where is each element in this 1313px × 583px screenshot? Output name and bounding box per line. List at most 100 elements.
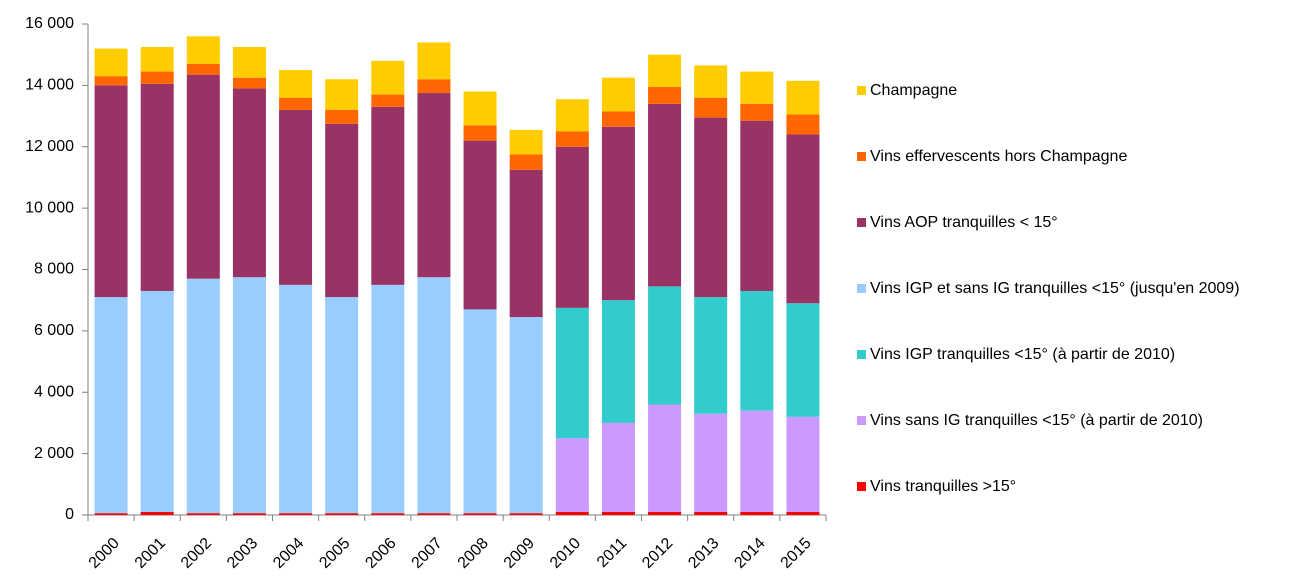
bar-segment xyxy=(601,111,635,127)
bar-segment xyxy=(555,438,589,512)
x-tick-label: 2005 xyxy=(316,535,353,572)
bar-segment xyxy=(786,416,820,512)
bar-segment xyxy=(601,77,635,112)
bar-segment xyxy=(186,278,220,514)
x-tick-label: 2004 xyxy=(270,535,307,572)
bar-segment xyxy=(509,169,543,318)
bar-segment xyxy=(232,277,266,514)
legend-label: Vins tranquilles >15° xyxy=(870,478,1016,495)
legend-label: Vins AOP tranquilles < 15° xyxy=(870,214,1058,231)
bar-segment xyxy=(463,309,497,514)
bar-segment xyxy=(555,99,589,132)
legend-label: Champagne xyxy=(870,82,957,99)
bar-segment xyxy=(555,307,589,439)
bar-segment xyxy=(325,79,359,110)
bar-segment xyxy=(140,290,174,512)
legend-swatch xyxy=(857,284,866,293)
bar-segment xyxy=(601,300,635,423)
bar-segment xyxy=(786,80,820,115)
bar-segment xyxy=(740,410,774,512)
bar-segment xyxy=(94,297,128,514)
bar-segment xyxy=(186,74,220,279)
bar-segment xyxy=(463,140,497,310)
bar-segment xyxy=(463,91,497,126)
bar-segment xyxy=(740,120,774,291)
bar-segment xyxy=(555,131,589,147)
bar-segment xyxy=(279,284,313,514)
bar-segment xyxy=(417,42,451,80)
legend-swatch xyxy=(857,350,866,359)
bar-segment xyxy=(417,93,451,278)
y-tick-label: 10 000 xyxy=(25,199,74,216)
legend-swatch xyxy=(857,416,866,425)
bar-segment xyxy=(648,103,682,287)
bar-segment xyxy=(94,85,128,298)
bar-segment xyxy=(325,297,359,514)
bar-segment xyxy=(417,513,451,515)
bar-segment xyxy=(232,88,266,278)
bar-segment xyxy=(325,109,359,124)
bar-segment xyxy=(463,513,497,515)
x-tick-label: 2007 xyxy=(409,535,446,572)
bar-segment xyxy=(232,47,266,78)
bar-segment xyxy=(740,290,774,411)
bar-segment xyxy=(279,109,313,285)
x-tick-label: 2009 xyxy=(501,535,538,572)
bar-segment xyxy=(140,47,174,72)
bar-segment xyxy=(786,134,820,304)
y-tick-label: 2 000 xyxy=(34,445,74,462)
y-tick-label: 0 xyxy=(65,506,74,523)
bar-segment xyxy=(509,317,543,514)
bar-segment xyxy=(232,513,266,515)
bar-segment xyxy=(509,129,543,155)
bar-segment xyxy=(694,117,728,298)
legend-label: Vins IGP tranquilles <15° (à partir de 2… xyxy=(870,346,1175,363)
y-tick-label: 8 000 xyxy=(34,261,74,278)
bar-segment xyxy=(94,513,128,515)
bar-segment xyxy=(463,125,497,141)
bar-segment xyxy=(371,106,405,285)
bar-segment xyxy=(694,65,728,98)
bar-segment xyxy=(648,86,682,104)
bar-segment xyxy=(94,76,128,86)
bar-segment xyxy=(694,97,728,118)
x-tick-label: 2006 xyxy=(362,535,399,572)
bar-segment xyxy=(140,83,174,291)
x-tick-label: 2002 xyxy=(178,535,215,572)
bar-segment xyxy=(509,154,543,170)
bar-segment xyxy=(740,71,774,104)
bar-segment xyxy=(232,77,266,89)
bar-segment xyxy=(279,513,313,515)
x-tick-label: 2000 xyxy=(86,535,123,572)
legend-swatch xyxy=(857,152,866,161)
bar-segment xyxy=(601,422,635,512)
legend-label: Vins sans IG tranquilles <15° (à partir … xyxy=(870,412,1203,429)
bar-segment xyxy=(417,277,451,514)
bar-segment xyxy=(371,513,405,515)
y-tick-label: 6 000 xyxy=(34,322,74,339)
bar-segment xyxy=(371,284,405,514)
bar-segment xyxy=(740,103,774,121)
bar-segment xyxy=(648,286,682,405)
legend-swatch xyxy=(857,482,866,491)
x-tick-label: 2012 xyxy=(639,535,676,572)
bar-segment xyxy=(555,511,589,515)
x-tick-label: 2010 xyxy=(547,535,584,572)
bar-segment xyxy=(325,123,359,298)
bar-segment xyxy=(186,513,220,515)
legend-swatch xyxy=(857,218,866,227)
legend-swatch xyxy=(857,86,866,95)
bar-segment xyxy=(371,94,405,107)
bar-segment xyxy=(648,54,682,87)
bar-segment xyxy=(417,79,451,94)
x-tick-label: 2001 xyxy=(132,535,169,572)
x-tick-label: 2003 xyxy=(224,535,261,572)
bar-segment xyxy=(140,71,174,84)
x-tick-label: 2014 xyxy=(731,535,768,572)
bar-segment xyxy=(279,70,313,98)
x-tick-label: 2015 xyxy=(778,535,815,572)
legend-label: Vins IGP et sans IG tranquilles <15° (ju… xyxy=(870,280,1240,297)
bar-segment xyxy=(186,36,220,64)
bar-segment xyxy=(601,126,635,301)
